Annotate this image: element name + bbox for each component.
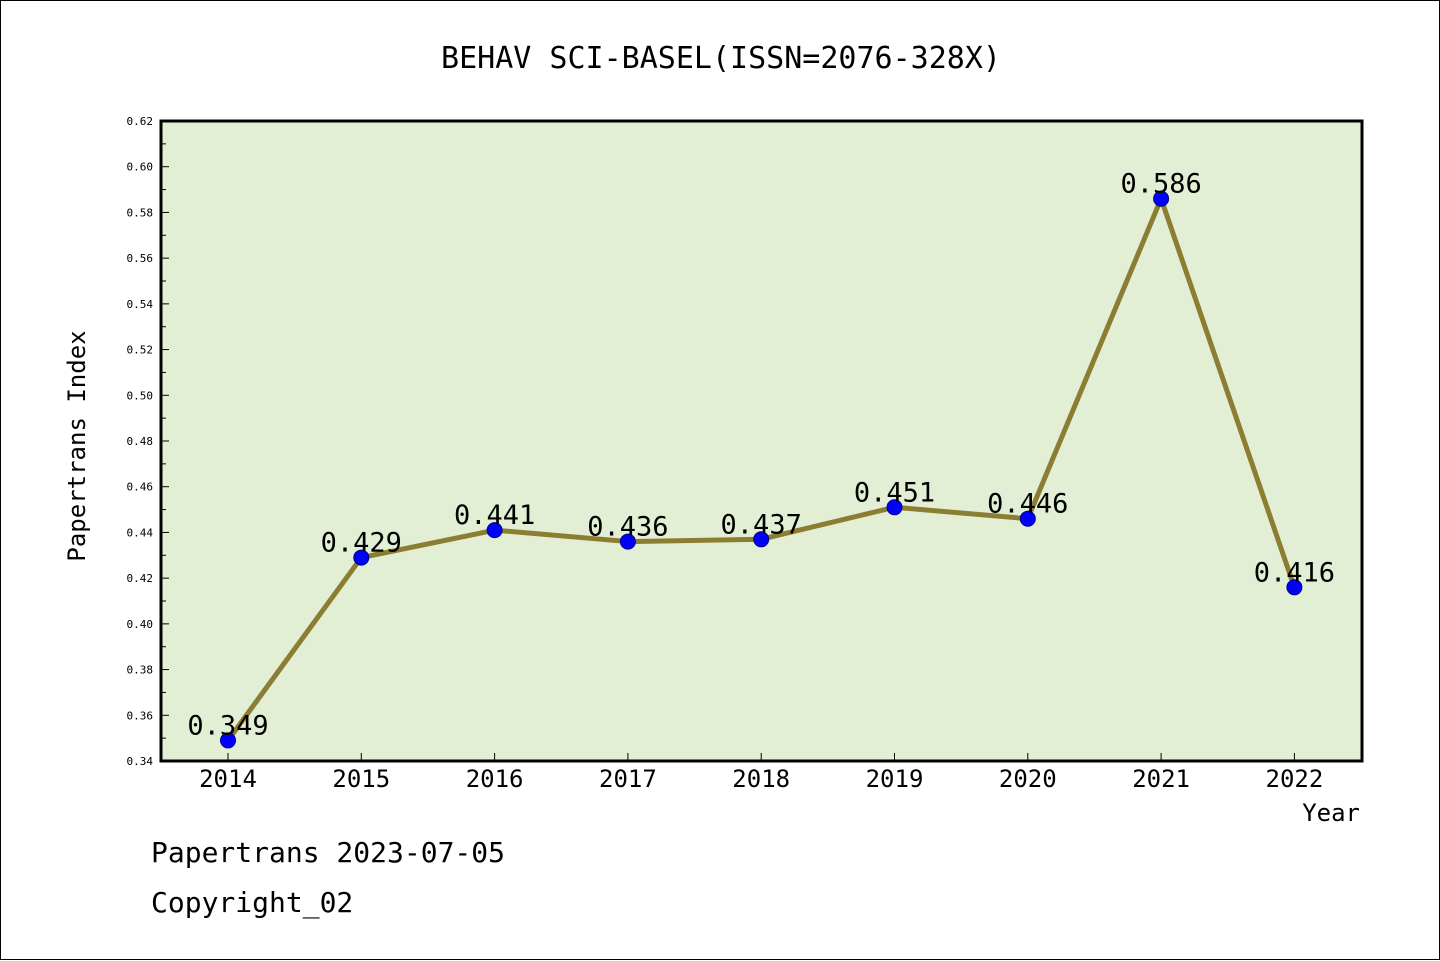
y-tick-label: 0.60 — [127, 161, 154, 174]
y-tick-label: 0.52 — [127, 344, 154, 357]
x-tick-label: 2015 — [332, 765, 390, 793]
data-markers — [220, 190, 1303, 749]
x-tick-label: 2021 — [1132, 765, 1190, 793]
data-label: 0.429 — [321, 528, 402, 559]
y-tick-label: 0.56 — [127, 252, 154, 265]
y-tick-label: 0.34 — [127, 755, 154, 768]
x-tick-label: 2016 — [466, 765, 524, 793]
data-label: 0.586 — [1120, 169, 1201, 200]
data-point — [619, 533, 636, 550]
y-tick-label: 0.58 — [127, 206, 154, 219]
x-tick-label: 2019 — [866, 765, 924, 793]
x-tick-label: 2014 — [199, 765, 257, 793]
x-tick-label: 2018 — [732, 765, 790, 793]
plot-area — [159, 119, 1364, 763]
data-point — [1153, 190, 1170, 207]
data-label: 0.437 — [721, 509, 802, 540]
y-tick-label: 0.42 — [127, 572, 154, 585]
y-tick-label: 0.44 — [127, 526, 154, 539]
x-tick-label: 2017 — [599, 765, 657, 793]
data-point — [1286, 579, 1303, 596]
y-axis: 0.34 0.36 0.38 0.40 0.42 0.44 0.46 0.48 0.50 0.52… — [127, 115, 169, 768]
data-label: 0.451 — [854, 477, 935, 508]
x-tick-label: 2022 — [1266, 765, 1324, 793]
y-tick-label: 0.62 — [127, 115, 154, 128]
data-label: 0.416 — [1254, 557, 1335, 588]
data-labels: 0.349 0.429 0.441 0.436 0.437 0.451 0.446 0.586… — [187, 169, 1335, 742]
data-point — [220, 732, 236, 749]
y-axis-label: Papertrans Index — [63, 330, 91, 561]
y-tick-label: 0.40 — [127, 618, 154, 631]
data-point — [886, 499, 903, 516]
y-tick-label: 0.50 — [127, 389, 154, 402]
data-label: 0.349 — [187, 710, 268, 741]
data-point — [1019, 510, 1036, 527]
y-tick-label: 0.46 — [127, 481, 154, 494]
data-label: 0.436 — [587, 512, 668, 543]
data-label: 0.446 — [987, 489, 1068, 520]
y-tick-label: 0.36 — [127, 709, 154, 722]
chart-title: BEHAV SCI-BASEL(ISSN=2076-328X) — [441, 41, 1001, 76]
x-axis-label: Year — [1302, 799, 1360, 827]
y-tick-label: 0.38 — [127, 664, 154, 677]
data-point — [753, 531, 770, 548]
y-tick-label: 0.48 — [127, 435, 154, 448]
x-tick-label: 2020 — [999, 765, 1057, 793]
data-point — [353, 549, 370, 566]
data-point — [486, 522, 503, 539]
footer-source: Papertrans 2023-07-05 — [151, 836, 506, 869]
y-tick-label: 0.54 — [127, 298, 154, 311]
footer-copyright: Copyright_02 — [151, 886, 354, 919]
data-label: 0.441 — [454, 500, 535, 531]
x-axis: 2014 2015 2016 2017 2018 2019 2020 2021 2022 — [199, 753, 1323, 793]
